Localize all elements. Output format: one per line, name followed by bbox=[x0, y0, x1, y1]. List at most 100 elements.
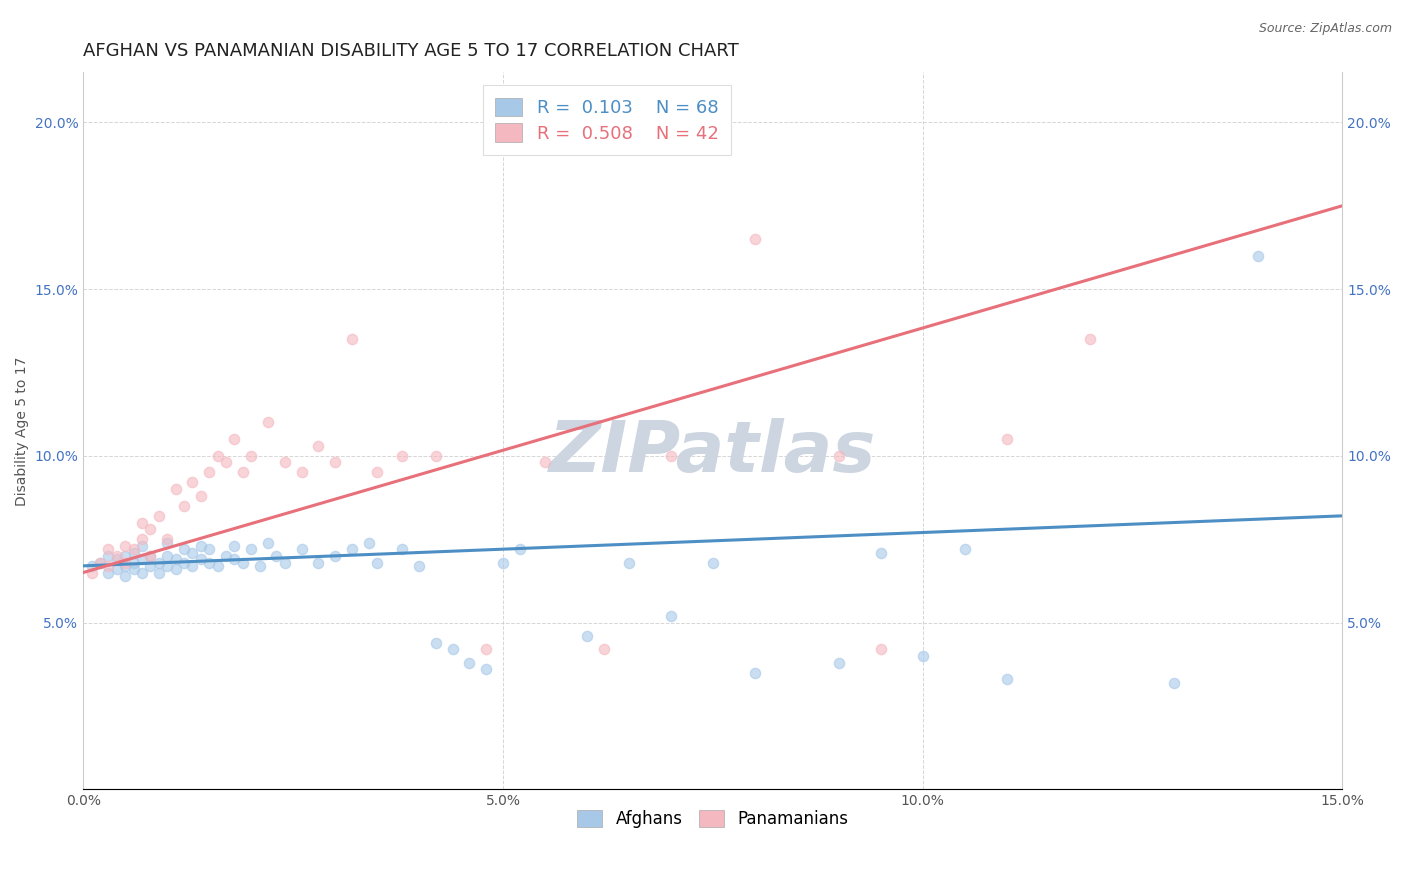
Point bbox=[156, 558, 179, 573]
Point bbox=[744, 665, 766, 680]
Point bbox=[1163, 675, 1185, 690]
Point bbox=[165, 482, 187, 496]
Point bbox=[198, 556, 221, 570]
Point bbox=[592, 642, 614, 657]
Point bbox=[340, 332, 363, 346]
Point bbox=[181, 475, 204, 490]
Point bbox=[97, 558, 120, 573]
Point bbox=[240, 542, 263, 557]
Text: Source: ZipAtlas.com: Source: ZipAtlas.com bbox=[1258, 22, 1392, 36]
Point bbox=[156, 532, 179, 546]
Point bbox=[105, 552, 128, 566]
Y-axis label: Disability Age 5 to 17: Disability Age 5 to 17 bbox=[15, 356, 30, 506]
Point bbox=[114, 556, 136, 570]
Point bbox=[274, 556, 297, 570]
Point bbox=[744, 232, 766, 246]
Point bbox=[224, 552, 246, 566]
Point bbox=[240, 449, 263, 463]
Point bbox=[266, 549, 288, 563]
Point bbox=[131, 566, 153, 580]
Point bbox=[391, 542, 413, 557]
Point bbox=[366, 466, 388, 480]
Point bbox=[953, 542, 976, 557]
Point bbox=[139, 522, 162, 536]
Point bbox=[340, 542, 363, 557]
Point bbox=[509, 542, 531, 557]
Point bbox=[475, 662, 498, 676]
Point bbox=[249, 558, 271, 573]
Point bbox=[131, 532, 153, 546]
Point bbox=[1247, 249, 1270, 263]
Point bbox=[114, 549, 136, 563]
Point bbox=[131, 516, 153, 530]
Point bbox=[165, 552, 187, 566]
Point bbox=[89, 556, 111, 570]
Text: AFGHAN VS PANAMANIAN DISABILITY AGE 5 TO 17 CORRELATION CHART: AFGHAN VS PANAMANIAN DISABILITY AGE 5 TO… bbox=[83, 42, 740, 60]
Point bbox=[190, 489, 212, 503]
Point bbox=[425, 449, 447, 463]
Point bbox=[114, 539, 136, 553]
Point bbox=[80, 566, 103, 580]
Point bbox=[827, 656, 849, 670]
Text: ZIPatlas: ZIPatlas bbox=[550, 417, 876, 487]
Point bbox=[224, 432, 246, 446]
Point bbox=[215, 549, 238, 563]
Point bbox=[207, 558, 229, 573]
Point bbox=[869, 642, 891, 657]
Point bbox=[139, 549, 162, 563]
Point bbox=[139, 558, 162, 573]
Point bbox=[475, 642, 498, 657]
Point bbox=[290, 466, 312, 480]
Point bbox=[290, 542, 312, 557]
Point bbox=[97, 549, 120, 563]
Point bbox=[80, 558, 103, 573]
Point bbox=[156, 535, 179, 549]
Point bbox=[323, 455, 346, 469]
Point bbox=[139, 549, 162, 563]
Point bbox=[122, 562, 145, 576]
Point bbox=[181, 558, 204, 573]
Point bbox=[575, 629, 598, 643]
Point bbox=[148, 556, 170, 570]
Point bbox=[307, 439, 329, 453]
Point bbox=[995, 432, 1018, 446]
Point bbox=[702, 556, 724, 570]
Point bbox=[122, 556, 145, 570]
Point bbox=[441, 642, 464, 657]
Point bbox=[408, 558, 430, 573]
Point bbox=[458, 656, 481, 670]
Point bbox=[156, 549, 179, 563]
Point bbox=[114, 558, 136, 573]
Point bbox=[257, 535, 280, 549]
Point bbox=[827, 449, 849, 463]
Point bbox=[425, 635, 447, 649]
Point bbox=[148, 566, 170, 580]
Point bbox=[366, 556, 388, 570]
Point bbox=[391, 449, 413, 463]
Point bbox=[105, 562, 128, 576]
Point bbox=[257, 416, 280, 430]
Point bbox=[114, 569, 136, 583]
Point bbox=[165, 562, 187, 576]
Point bbox=[190, 552, 212, 566]
Point bbox=[357, 535, 380, 549]
Point bbox=[869, 545, 891, 559]
Point bbox=[1080, 332, 1102, 346]
Point bbox=[911, 648, 934, 663]
Point bbox=[173, 499, 195, 513]
Point bbox=[323, 549, 346, 563]
Point bbox=[97, 566, 120, 580]
Point bbox=[224, 539, 246, 553]
Point bbox=[131, 539, 153, 553]
Point bbox=[198, 466, 221, 480]
Point bbox=[97, 542, 120, 557]
Point bbox=[198, 542, 221, 557]
Point bbox=[131, 552, 153, 566]
Point bbox=[995, 672, 1018, 686]
Point bbox=[89, 556, 111, 570]
Point bbox=[534, 455, 557, 469]
Point bbox=[148, 508, 170, 523]
Point bbox=[122, 542, 145, 557]
Point bbox=[492, 556, 515, 570]
Point bbox=[207, 449, 229, 463]
